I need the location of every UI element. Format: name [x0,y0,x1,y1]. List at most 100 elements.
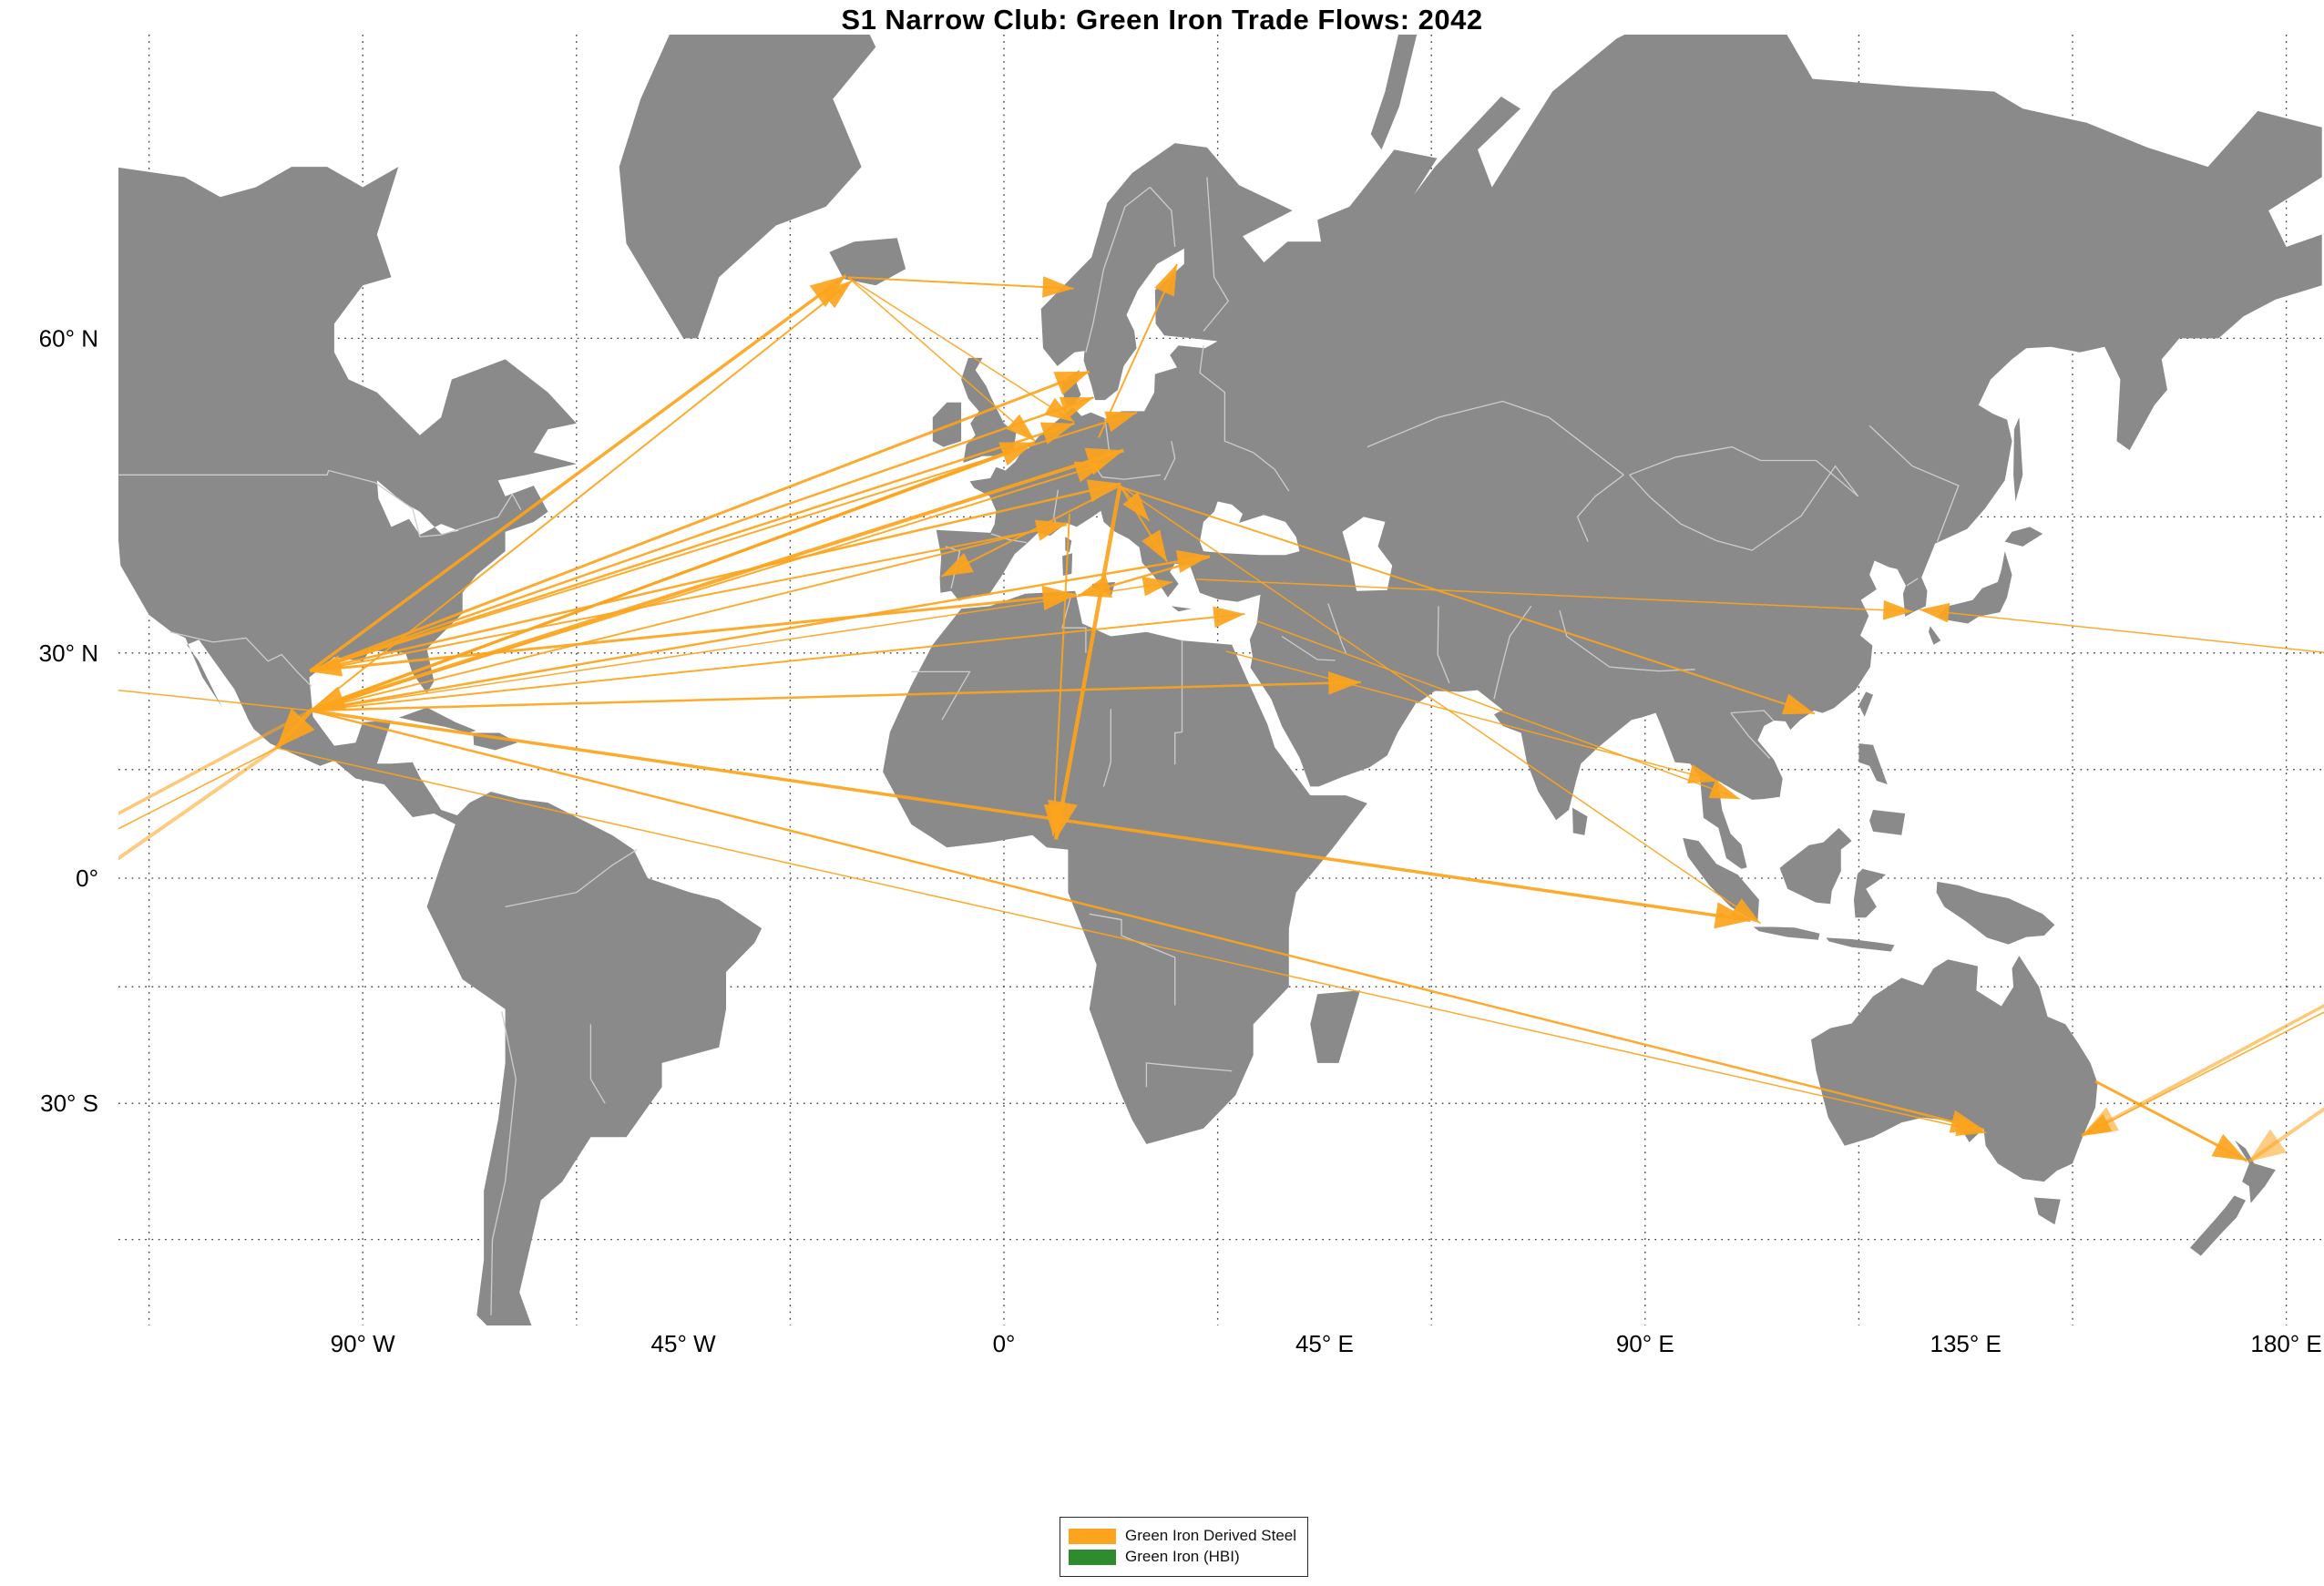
flow-arrowhead [2248,1129,2287,1162]
country-border [505,849,638,908]
flow [1077,556,1211,598]
flow-arrowhead [1142,577,1173,597]
flow-arrowhead [1714,902,1751,929]
flow-line [1120,486,1816,715]
flow-arrowhead [310,655,343,677]
flow-line [1225,650,1719,783]
land-polygon [399,707,476,733]
country-border [1163,441,1176,481]
flow-line [310,709,1751,923]
lat-tick-label: 30° S [40,1090,98,1117]
land-polygon [1370,35,1418,150]
flow-arrowhead [1053,371,1090,395]
country-border [490,1011,517,1315]
country-border [1327,603,1346,654]
country-border [1174,640,1183,765]
flow-arrowhead [1154,263,1177,297]
country-border [1281,635,1336,661]
flow-arrowhead [2211,1133,2247,1161]
land-polygon [932,402,962,447]
land-polygon [936,35,2322,869]
flow [1119,485,1168,563]
lon-tick-label: 180° E [2250,1330,2321,1357]
lat-tick-label: 30° N [39,640,98,667]
land-polygon [118,167,577,824]
land-polygon [2013,417,2023,502]
flow-arrowhead [2081,1113,2113,1137]
lon-tick-label: 90° E [1616,1330,1674,1357]
flow-line [310,448,1124,712]
flow-line [276,747,1987,1134]
flow-line [847,276,1036,442]
flow [311,577,1173,711]
land-polygon [426,792,763,1325]
country-border [1730,713,1771,760]
flow-line [310,442,1036,711]
land-polygon [1310,990,1360,1063]
flow [847,276,1074,298]
flow-line [311,680,1361,712]
flow [309,422,1075,672]
land-polygon [1937,551,2012,624]
lon-tick-label: 45° E [1295,1330,1354,1357]
flow-arrowhead [1213,606,1245,629]
land-polygon [1936,881,2055,945]
land-polygon [1683,837,1759,921]
flow-line [310,482,1121,672]
legend-item-hbi: Green Iron (HBI) [1069,1548,1296,1566]
flow [310,461,1107,711]
country-border [1145,1062,1233,1088]
lat-tick-label: 60° N [39,324,98,352]
lat-tick-label: 0° [76,865,98,892]
country-border [1629,445,1859,497]
flow-arrowhead [1708,779,1740,800]
land-polygon [1753,926,1820,940]
flow [1196,578,1913,620]
legend-swatch-steel [1069,1528,1116,1544]
flow-arrowhead [1687,764,1719,783]
legend-box: Green Iron Derived Steel Green Iron (HBI… [1060,1517,1309,1577]
land-polygon [2235,1141,2276,1203]
flow [1120,486,1816,715]
flow-arrowhead [1059,397,1094,420]
flow-line [2081,1004,2324,1137]
flow-arrowhead [1104,411,1138,433]
flow-arrowhead [1006,414,1036,442]
legend-label-steel: Green Iron Derived Steel [1125,1527,1297,1544]
legend-label-hbi: Green Iron (HBI) [1125,1548,1240,1565]
flow-line [309,274,847,672]
flow-arrowhead [1039,422,1075,445]
country-border [1629,465,1859,551]
flow-line [118,746,278,861]
flow-arrowhead [1122,491,1150,521]
flow-line [2081,1011,2324,1137]
flow [276,747,1987,1136]
land-polygon [1826,937,1895,952]
flow [311,606,1245,712]
flow [118,602,2324,711]
flow-line [311,581,1173,711]
country-border [1102,709,1111,787]
flow [309,396,1094,672]
country-border [1089,913,1176,1006]
flow-line [309,370,1090,672]
flow-line [1051,513,1070,836]
land-polygon [2190,1195,2246,1256]
flow-arrowhead [1042,276,1074,298]
country-border [1868,425,1960,542]
country-border [1203,177,1230,332]
land-polygon [1869,810,1906,835]
flow [118,747,2324,1137]
land-polygon [2033,1197,2061,1225]
flow-arrowhead [1073,461,1107,483]
land-polygon [1779,827,1852,905]
flow-line [310,555,1211,712]
flow [310,442,1036,711]
flow-line [310,593,1077,673]
flow [310,479,1121,672]
flow-line [847,276,1074,290]
country-border [1085,186,1151,353]
flow-line [1196,578,1913,612]
